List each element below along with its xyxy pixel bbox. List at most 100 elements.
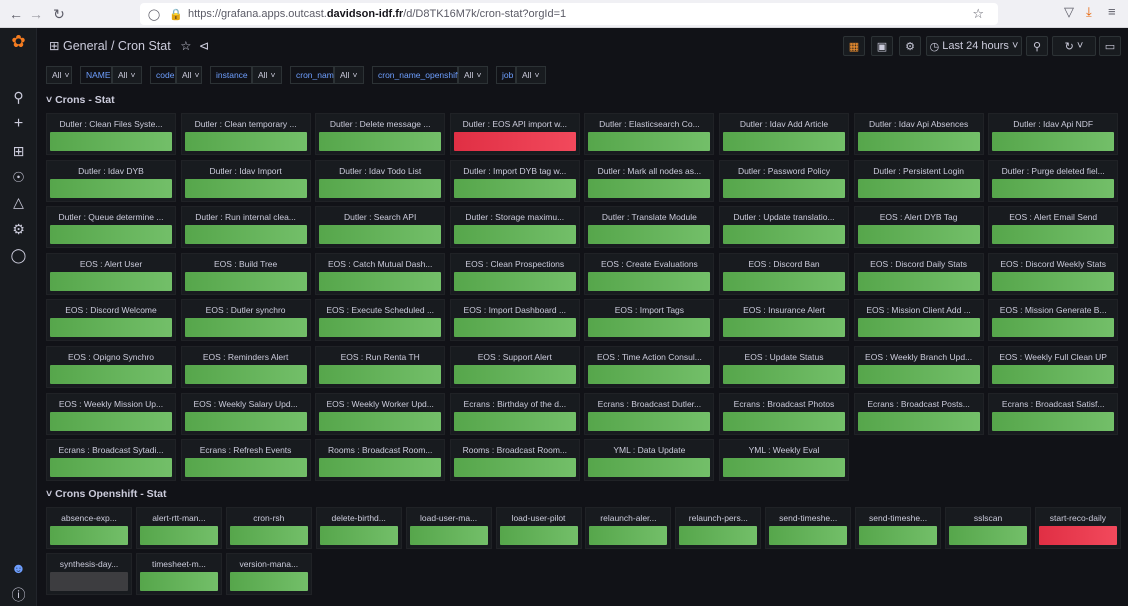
panel-title[interactable]: Dutler : Elasticsearch Co... bbox=[599, 119, 700, 129]
stat-panel[interactable]: Rooms : Broadcast Room... bbox=[449, 439, 580, 482]
settings-icon[interactable]: ⚙ bbox=[899, 36, 921, 56]
panel-title[interactable]: EOS : Alert DYB Tag bbox=[879, 212, 958, 223]
panel-title[interactable]: EOS : Opigno Synchro bbox=[68, 352, 154, 362]
stat-panel[interactable]: start-reco-daily bbox=[1034, 507, 1121, 549]
panel-title[interactable]: Rooms : Broadcast Room... bbox=[327, 445, 433, 456]
stat-panel[interactable]: Dutler : Idav Api NDF bbox=[988, 113, 1119, 155]
stat-panel[interactable]: load-user-ma... bbox=[405, 507, 492, 549]
panel-title[interactable]: Rooms : Broadcast Room... bbox=[462, 445, 567, 456]
panel-title[interactable]: start-reco-daily bbox=[1049, 513, 1106, 523]
stat-panel[interactable]: Ecrans : Broadcast Posts... bbox=[853, 392, 984, 435]
panel-title[interactable]: EOS : Weekly Worker Upd... bbox=[326, 398, 434, 409]
panel-title[interactable]: EOS : Time Action Consul... bbox=[596, 352, 702, 362]
address-bar[interactable]: ◯ 🔒 https://grafana.apps.outcast.davidso… bbox=[140, 3, 998, 25]
panel-title[interactable]: Ecrans : Broadcast Satisf... bbox=[1001, 398, 1105, 409]
stat-panel[interactable]: YML : Data Update bbox=[584, 439, 715, 482]
dashboard-title[interactable]: Cron Stat bbox=[117, 39, 171, 53]
panel-title[interactable]: Dutler : Run internal clea... bbox=[195, 212, 296, 223]
panel-title[interactable]: Dutler : Storage maximu... bbox=[465, 212, 565, 223]
panel-title[interactable]: EOS : Discord Weekly Stats bbox=[1000, 258, 1107, 269]
panel-title[interactable]: delete-birthd... bbox=[331, 513, 386, 523]
stat-panel[interactable]: EOS : Discord Ban bbox=[719, 252, 849, 295]
server-admin-icon[interactable]: ◯ bbox=[10, 247, 27, 263]
stat-panel[interactable]: Dutler : Run internal clea... bbox=[180, 206, 311, 249]
panel-title[interactable]: load-user-ma... bbox=[420, 513, 478, 523]
stat-panel[interactable]: Dutler : Idav Api Absences bbox=[853, 113, 984, 155]
stat-panel[interactable]: version-mana... bbox=[225, 553, 312, 595]
stat-panel[interactable]: YML : Weekly Eval bbox=[719, 439, 849, 482]
panel-title[interactable]: EOS : Weekly Branch Upd... bbox=[865, 352, 973, 362]
stat-panel[interactable]: Ecrans : Broadcast Dutler... bbox=[584, 392, 715, 435]
shield-icon[interactable]: ◯ bbox=[147, 8, 161, 21]
panel-title[interactable]: YML : Weekly Eval bbox=[748, 445, 820, 456]
stat-panel[interactable]: EOS : Execute Scheduled ... bbox=[315, 299, 446, 342]
bookmark-star-icon[interactable]: ☆ bbox=[972, 6, 984, 21]
panel-title[interactable]: EOS : Build Tree bbox=[213, 258, 278, 269]
stat-panel[interactable]: Dutler : Search API bbox=[315, 206, 446, 249]
stat-panel[interactable]: Dutler : Clean Files Syste... bbox=[46, 113, 176, 155]
panel-title[interactable]: EOS : Weekly Salary Upd... bbox=[193, 398, 298, 409]
save-icon[interactable]: ▣ bbox=[871, 36, 893, 56]
stat-panel[interactable]: delete-birthd... bbox=[315, 507, 402, 549]
stat-panel[interactable]: Ecrans : Refresh Events bbox=[180, 439, 311, 482]
stat-panel[interactable]: EOS : Clean Prospections bbox=[449, 252, 580, 295]
menu-icon[interactable]: ≡ bbox=[1108, 4, 1116, 19]
stat-panel[interactable]: EOS : Mission Client Add ... bbox=[853, 299, 984, 342]
panel-title[interactable]: Dutler : Purge deleted fiel... bbox=[1001, 165, 1105, 176]
search-icon[interactable]: ⚲ bbox=[13, 89, 24, 105]
stat-panel[interactable]: EOS : Update Status bbox=[719, 346, 849, 388]
panel-title[interactable]: Dutler : Mark all nodes as... bbox=[597, 165, 702, 176]
stat-panel[interactable]: synthesis-day... bbox=[46, 553, 132, 595]
panel-title[interactable]: Dutler : Idav DYB bbox=[78, 165, 144, 176]
stat-panel[interactable]: relaunch-aler... bbox=[585, 507, 672, 549]
stat-panel[interactable]: EOS : Dutler synchro bbox=[180, 299, 311, 342]
help-icon[interactable]: ⓘ bbox=[11, 587, 26, 603]
variable-select[interactable]: All ˅ bbox=[252, 66, 282, 84]
stat-panel[interactable]: relaunch-pers... bbox=[675, 507, 762, 549]
panel-title[interactable]: Dutler : Idav Add Article bbox=[739, 119, 829, 129]
panel-title[interactable]: EOS : Alert Email Send bbox=[1009, 212, 1098, 223]
panel-title[interactable]: Ecrans : Refresh Events bbox=[199, 445, 292, 456]
panel-title[interactable]: Ecrans : Birthday of the d... bbox=[463, 398, 567, 409]
zoom-out-icon[interactable]: ⚲ bbox=[1026, 36, 1048, 56]
panel-title[interactable]: EOS : Discord Ban bbox=[748, 258, 820, 269]
panel-title[interactable]: relaunch-pers... bbox=[688, 513, 748, 523]
panel-title[interactable]: EOS : Discord Welcome bbox=[65, 305, 157, 316]
stat-panel[interactable]: Dutler : Translate Module bbox=[584, 206, 715, 249]
panel-title[interactable]: Dutler : EOS API import w... bbox=[462, 119, 567, 129]
stat-panel[interactable]: Ecrans : Broadcast Satisf... bbox=[988, 392, 1119, 435]
panel-title[interactable]: EOS : Insurance Alert bbox=[743, 305, 825, 316]
variable-select[interactable]: All ˅ bbox=[176, 66, 202, 84]
back-icon[interactable]: ← bbox=[9, 6, 23, 22]
dashboards-icon[interactable]: ⊞ bbox=[12, 143, 25, 159]
refresh-button[interactable]: ↻ ˅ bbox=[1052, 36, 1096, 56]
download-icon[interactable]: ⤓ bbox=[1086, 4, 1092, 19]
panel-title[interactable]: Dutler : Idav Api NDF bbox=[1013, 119, 1094, 129]
panel-title[interactable]: EOS : Import Dashboard ... bbox=[463, 305, 567, 316]
grafana-logo-icon[interactable]: ✿ bbox=[11, 32, 26, 51]
stat-panel[interactable]: Dutler : Persistent Login bbox=[853, 159, 984, 202]
share-icon[interactable]: ⊲ bbox=[198, 39, 210, 53]
panel-title[interactable]: send-timeshe... bbox=[779, 513, 838, 523]
panel-title[interactable]: Dutler : Queue determine ... bbox=[58, 212, 164, 223]
stat-panel[interactable]: EOS : Discord Daily Stats bbox=[853, 252, 984, 295]
panel-title[interactable]: EOS : Reminders Alert bbox=[202, 352, 289, 362]
panel-title[interactable]: EOS : Alert User bbox=[79, 258, 143, 269]
panel-title[interactable]: Dutler : Persistent Login bbox=[873, 165, 964, 176]
panel-title[interactable]: EOS : Update Status bbox=[744, 352, 824, 362]
panel-title[interactable]: Dutler : Idav Todo List bbox=[339, 165, 422, 176]
panel-title[interactable]: load-user-pilot bbox=[511, 513, 566, 523]
panel-title[interactable]: Ecrans : Broadcast Sytadi... bbox=[58, 445, 164, 456]
row-header[interactable]: ˅ Crons Openshift - Stat bbox=[46, 488, 166, 500]
stat-panel[interactable]: EOS : Discord Weekly Stats bbox=[988, 252, 1119, 295]
stat-panel[interactable]: EOS : Time Action Consul... bbox=[584, 346, 715, 388]
stat-panel[interactable]: EOS : Weekly Branch Upd... bbox=[853, 346, 984, 388]
panel-title[interactable]: version-mana... bbox=[239, 559, 299, 569]
stat-panel[interactable]: Dutler : Elasticsearch Co... bbox=[584, 113, 715, 155]
stat-panel[interactable]: EOS : Alert Email Send bbox=[988, 206, 1119, 249]
configuration-icon[interactable]: ⚙ bbox=[12, 221, 25, 237]
reload-icon[interactable]: ↻ bbox=[53, 5, 65, 22]
stat-panel[interactable]: Dutler : Idav DYB bbox=[46, 159, 176, 202]
forward-icon[interactable]: → bbox=[29, 6, 43, 22]
stat-panel[interactable]: EOS : Build Tree bbox=[180, 252, 311, 295]
